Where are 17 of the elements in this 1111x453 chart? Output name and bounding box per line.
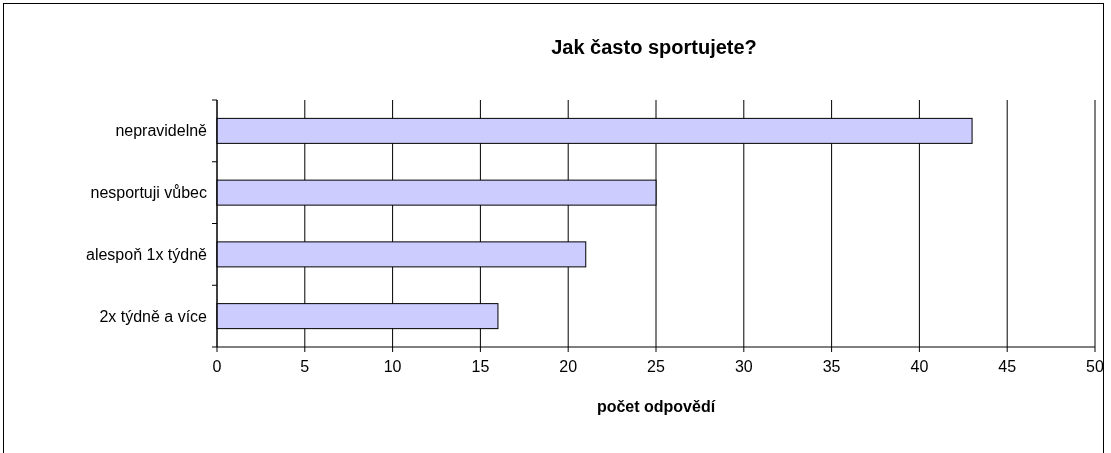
- chart-title: Jak často sportujete?: [551, 36, 757, 58]
- x-tick-label: 10: [383, 358, 402, 375]
- y-tick-label: nesportuji vůbec: [90, 184, 207, 202]
- x-tick-label: 25: [647, 358, 665, 375]
- x-tick-label: 20: [559, 358, 578, 375]
- x-tick-label: 35: [822, 358, 841, 375]
- x-axis-title: počet odpovědí: [596, 398, 716, 415]
- y-tick-label: 2x týdně a více: [99, 307, 208, 325]
- x-tick-label: 40: [910, 358, 929, 375]
- x-tick-label: 15: [471, 358, 490, 375]
- x-tick-label: 45: [998, 358, 1017, 375]
- y-tick-label: nepravidelně: [115, 122, 208, 140]
- x-tick-label: 30: [734, 358, 753, 375]
- x-tick-label: 5: [300, 358, 310, 375]
- x-tick-label: 0: [212, 358, 222, 375]
- y-tick-label: alespoň 1x týdně: [86, 245, 208, 263]
- x-tick-label: 50: [1086, 358, 1104, 375]
